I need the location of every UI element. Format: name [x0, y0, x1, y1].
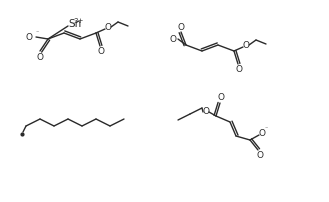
- Text: O: O: [97, 46, 105, 56]
- Text: O: O: [257, 150, 264, 160]
- Text: ⁻: ⁻: [179, 34, 182, 39]
- Text: O: O: [26, 33, 33, 41]
- Text: 3+: 3+: [74, 18, 84, 24]
- Text: O: O: [242, 41, 249, 50]
- Text: O: O: [105, 23, 112, 33]
- Text: O: O: [178, 22, 185, 32]
- Text: O: O: [169, 35, 176, 43]
- Text: Sn: Sn: [68, 19, 81, 29]
- Text: ⁻: ⁻: [265, 127, 267, 133]
- Text: O: O: [259, 129, 266, 139]
- Text: O: O: [37, 53, 43, 61]
- Text: ⁻: ⁻: [36, 32, 39, 37]
- Text: O: O: [236, 64, 242, 74]
- Text: O: O: [217, 94, 224, 102]
- Text: O: O: [203, 106, 210, 116]
